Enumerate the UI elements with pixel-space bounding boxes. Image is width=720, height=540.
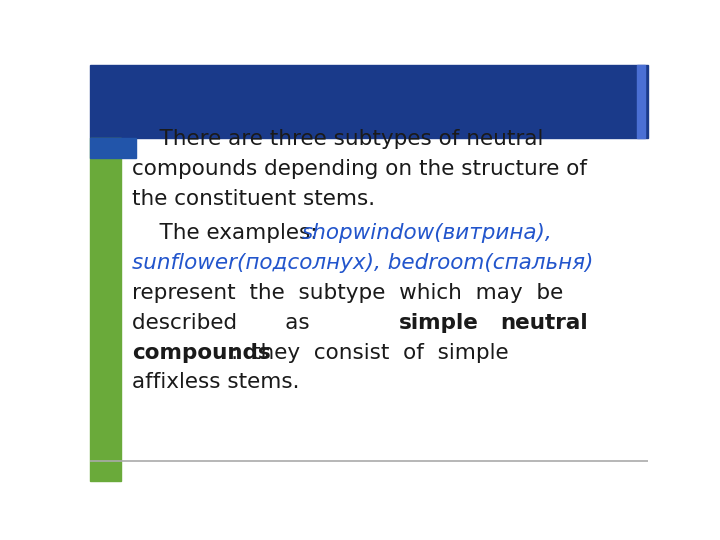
Text: compounds depending on the structure of: compounds depending on the structure of <box>132 159 587 179</box>
Text: neutral: neutral <box>500 313 588 333</box>
Text: :  they  consist  of  simple: : they consist of simple <box>231 342 509 362</box>
Bar <box>90 65 648 138</box>
Text: described       as: described as <box>132 313 310 333</box>
Text: simple: simple <box>399 313 479 333</box>
Text: the constituent stems.: the constituent stems. <box>132 189 375 209</box>
Text: sunflower(подсолнух), bedroom(спальня): sunflower(подсолнух), bedroom(спальня) <box>132 253 593 273</box>
Text: compounds: compounds <box>132 342 271 362</box>
Text: represent  the  subtype  which  may  be: represent the subtype which may be <box>132 282 563 303</box>
Bar <box>90 138 136 158</box>
Bar <box>90 138 121 481</box>
Text: There are three subtypes of neutral: There are three subtypes of neutral <box>132 129 543 149</box>
Text: shopwindow(витрина),: shopwindow(витрина), <box>302 223 553 243</box>
Text: affixless stems.: affixless stems. <box>132 373 300 393</box>
Bar <box>637 65 645 138</box>
Bar <box>90 138 648 481</box>
Text: The examples:: The examples: <box>132 223 324 243</box>
